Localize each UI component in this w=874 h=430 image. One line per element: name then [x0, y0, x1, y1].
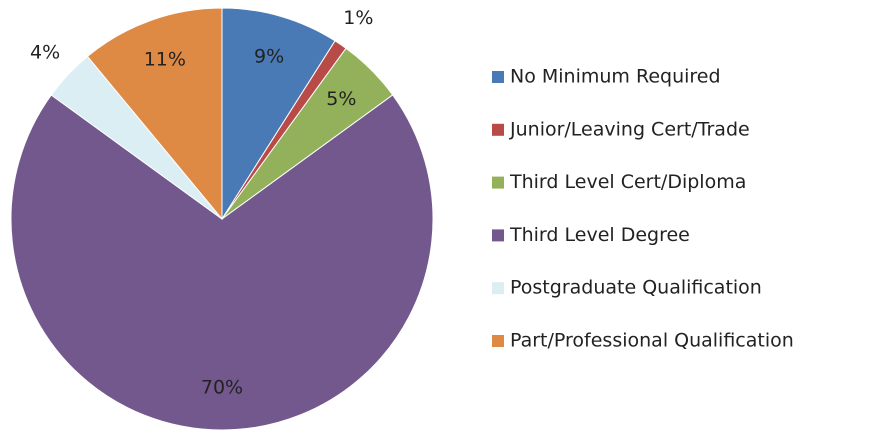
- data-label: 70%: [201, 376, 243, 398]
- legend-swatch: [492, 229, 504, 242]
- legend-label: Postgraduate Qualification: [510, 277, 762, 299]
- legend-label: Third Level Degree: [509, 224, 690, 246]
- pie-slice: [221, 7, 336, 221]
- legend-swatch: [492, 123, 504, 136]
- pie-slice: [86, 7, 223, 221]
- legend-label: No Minimum Required: [510, 66, 721, 88]
- legend-swatch: [492, 335, 504, 347]
- legend-label: Part/Professional Qualification: [510, 330, 794, 352]
- data-label: 9%: [254, 45, 284, 67]
- data-label: 11%: [144, 49, 186, 71]
- legend-label: Third Level Cert/Diploma: [509, 171, 746, 193]
- legend-swatch: [492, 282, 504, 295]
- legend-swatch: [492, 176, 504, 189]
- data-label: 5%: [326, 88, 356, 110]
- legend-label: Junior/Leaving Cert/Trade: [509, 118, 750, 140]
- legend-swatch: [492, 71, 504, 83]
- data-label: 4%: [30, 41, 60, 63]
- data-label: 1%: [343, 7, 373, 29]
